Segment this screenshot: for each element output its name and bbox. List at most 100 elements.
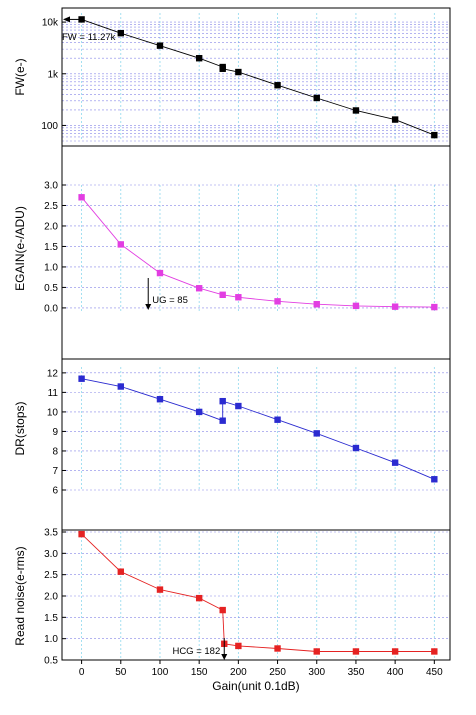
- data-point: [235, 402, 242, 410]
- data-point: [313, 301, 320, 308]
- y-tick-label: 8: [52, 446, 58, 457]
- y-tick-label: 6: [52, 486, 58, 497]
- data-point: [195, 594, 203, 602]
- data-point: [117, 29, 124, 37]
- data-point: [352, 648, 360, 655]
- panel-frame: [61, 529, 451, 661]
- y-tick-label: 3.5: [44, 528, 58, 539]
- data-point: [235, 294, 242, 301]
- data-point: [431, 131, 438, 139]
- y-tick-label: 2.5: [44, 570, 58, 581]
- panel-2: 0.0 0.5 1.0 1.5 2.0 2.5 3.0 EGAIN(e-/ADU) UG = 8…: [13, 145, 451, 360]
- x-axis: 0 50 100 150 200 250 300 350 400 450 Gain(unit 0.1…: [79, 660, 443, 693]
- panels: 100 1k 10k FW(e-) FW = 11.27k 0.0 0.5 1.0 1.5 2.0…: [13, 7, 451, 667]
- x-tick-label: 0: [79, 667, 85, 678]
- y-tick-label: 0.0: [44, 303, 58, 314]
- y-tick-label: 2.0: [44, 592, 58, 603]
- panel-1: 100 1k 10k FW(e-) FW = 11.27k: [13, 7, 451, 147]
- y-tick-label: 1.5: [44, 242, 58, 253]
- data-point: [78, 375, 85, 382]
- annotation-arrowhead: [63, 16, 70, 23]
- y-tick-label: 1k: [47, 69, 59, 80]
- y-tick-label: 0.5: [44, 656, 58, 667]
- x-tick-label: 150: [191, 667, 208, 678]
- x-tick-label: 450: [426, 667, 443, 678]
- x-axis-label: Gain(unit 0.1dB): [212, 679, 299, 693]
- annotation-arrowhead: [221, 654, 228, 660]
- data-point: [156, 42, 164, 49]
- y-tick-label: 2.0: [44, 221, 58, 232]
- data-point: [78, 194, 85, 201]
- y-axis-label: FW(e-): [13, 58, 27, 95]
- y-tick-label: 2.5: [44, 201, 58, 212]
- y-tick-label: 7: [52, 466, 58, 477]
- annotation-label: HCG = 182: [172, 646, 220, 657]
- data-point: [313, 94, 320, 102]
- data-point: [431, 648, 438, 655]
- series-line: [81, 18, 435, 136]
- y-tick-label: 3.0: [44, 181, 58, 192]
- y-tick-label: 1.0: [44, 634, 58, 645]
- y-tick-label: 12: [47, 368, 59, 379]
- data-point: [274, 645, 281, 652]
- x-tick-label: 400: [387, 667, 404, 678]
- data-point: [78, 530, 85, 538]
- y-tick-label: 100: [41, 121, 58, 132]
- annotation-label: FW = 11.27k: [62, 32, 116, 43]
- data-point: [235, 68, 242, 76]
- data-point: [391, 648, 399, 655]
- panel-3: 6 7 8 9 10 11 12 DR(stops): [13, 358, 451, 531]
- data-point: [431, 476, 438, 483]
- data-point: [235, 642, 242, 650]
- data-point: [391, 303, 399, 310]
- y-tick-label: 0.5: [44, 283, 58, 294]
- x-tick-label: 300: [308, 667, 325, 678]
- data-point: [352, 302, 360, 310]
- data-point: [274, 416, 281, 423]
- y-axis-label: DR(stops): [13, 401, 27, 455]
- data-point: [156, 396, 164, 403]
- y-tick-label: 10k: [42, 18, 59, 29]
- x-tick-label: 350: [348, 667, 365, 678]
- y-axis-label: EGAIN(e-/ADU): [13, 206, 27, 291]
- data-point: [219, 397, 226, 405]
- data-point: [313, 648, 320, 655]
- y-tick-label: 3.0: [44, 549, 58, 560]
- y-tick-label: 1.5: [44, 613, 58, 624]
- data-point: [195, 408, 203, 416]
- x-tick-label: 250: [269, 667, 286, 678]
- data-point: [117, 568, 124, 575]
- data-point: [195, 285, 203, 292]
- data-point: [274, 298, 281, 305]
- data-point: [219, 291, 226, 298]
- annotation-label: UG = 85: [152, 295, 188, 306]
- data-point: [156, 269, 164, 277]
- series-line: [81, 378, 435, 480]
- data-point: [391, 116, 399, 123]
- data-point: [219, 606, 226, 614]
- data-point: [78, 16, 85, 23]
- series-line: [81, 533, 435, 652]
- data-point: [117, 241, 124, 248]
- data-point: [219, 65, 226, 72]
- data-point: [352, 107, 360, 114]
- x-tick-label: 200: [230, 667, 247, 678]
- y-tick-label: 1.0: [44, 262, 58, 273]
- annotation-arrowhead: [145, 304, 152, 310]
- x-tick-label: 100: [152, 667, 169, 678]
- data-point: [431, 303, 438, 311]
- x-tick-label: 50: [115, 667, 127, 678]
- data-point: [352, 444, 360, 452]
- data-point: [156, 586, 164, 593]
- data-point: [313, 430, 320, 437]
- data-point: [117, 383, 124, 390]
- y-axis-label: Read noise(e-rms): [13, 546, 27, 645]
- y-tick-label: 9: [52, 427, 58, 438]
- data-point: [274, 82, 281, 89]
- y-tick-label: 11: [48, 388, 59, 399]
- panel-4: 0.5 1.0 1.5 2.0 2.5 3.0 3.5 Read noise(e-rms) HC…: [13, 528, 451, 667]
- data-point: [391, 459, 399, 466]
- y-tick-label: 10: [47, 407, 59, 418]
